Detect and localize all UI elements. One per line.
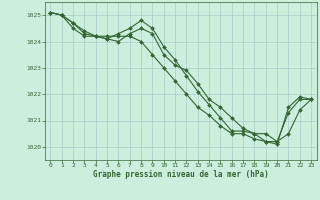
X-axis label: Graphe pression niveau de la mer (hPa): Graphe pression niveau de la mer (hPa): [93, 170, 269, 179]
